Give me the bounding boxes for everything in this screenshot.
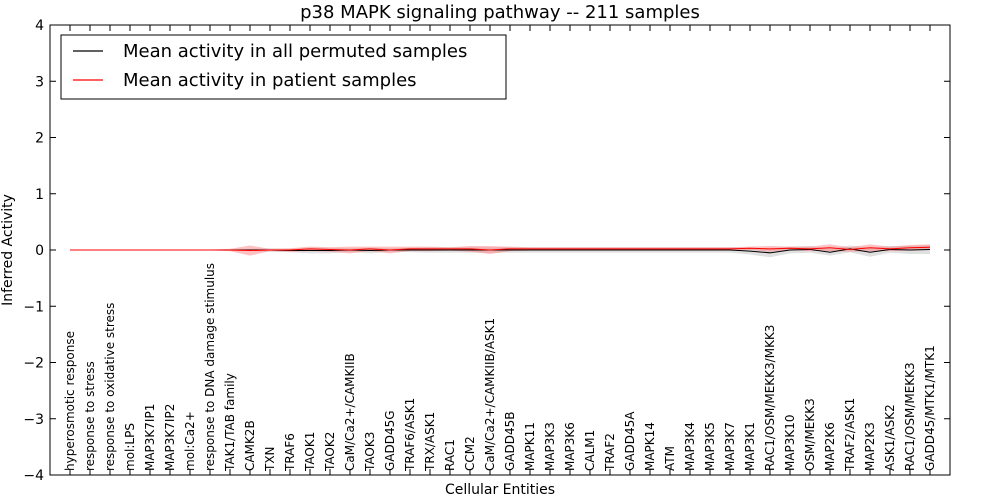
y-tick-label-2: −2: [23, 356, 44, 372]
x-tick-label-28: GADD45A: [623, 411, 637, 471]
x-tick-label-18: TRX/ASK1: [423, 412, 437, 472]
x-tick-label-8: TAK1/TAB family: [223, 373, 237, 472]
x-tick-label-21: CaM/Ca2+/CAMKIIB/ASK1: [483, 318, 497, 471]
x-tick-label-4: MAP3K7IP1: [143, 404, 157, 471]
plot-frame: [49, 24, 951, 476]
band-series-1: [70, 244, 930, 258]
x-tick-label-32: MAP3K5: [703, 422, 717, 471]
x-tick-label-6: mol:Ca2+: [183, 411, 197, 471]
y-tick-label-5: 1: [35, 187, 44, 203]
x-tick-label-35: RAC1/OSM/MEKK3/MKK3: [763, 325, 777, 471]
x-tick-label-11: TRAF6: [283, 433, 297, 472]
y-tick-label-6: 2: [35, 131, 44, 147]
legend: Mean activity in all permuted samples Me…: [60, 34, 507, 100]
x-tick-label-29: MAPK14: [643, 422, 657, 471]
x-tick-label-24: MAP3K3: [543, 422, 557, 471]
x-tick-label-0: hyperosmotic response: [63, 331, 77, 471]
legend-label-permuted: Mean activity in all permuted samples: [123, 41, 467, 62]
x-tick-label-34: MAP3K1: [743, 422, 757, 471]
x-tick-label-39: TRAF2/ASK1: [843, 398, 857, 472]
x-tick-label-12: TAOK1: [303, 432, 317, 472]
plot-area: hyperosmotic response response to stress r…: [23, 18, 951, 484]
legend-label-patient: Mean activity in patient samples: [123, 70, 417, 91]
y-axis-label: Inferred Activity: [0, 194, 16, 306]
x-tick-label-20: CCM2: [463, 436, 477, 471]
x-tick-label-5: MAP3K7IP2: [163, 404, 177, 471]
y-axis-ticks: −4 −3 −2 −1 0 1 2 3 4: [23, 18, 950, 484]
x-tick-label-25: MAP3K6: [563, 422, 577, 471]
y-tick-label-8: 4: [35, 18, 44, 34]
chart-title: p38 MAPK signaling pathway -- 211 sample…: [300, 2, 700, 23]
x-tick-label-42: RAC1/OSM/MEKK3: [903, 362, 917, 471]
x-tick-label-37: OSM/MEKK3: [803, 398, 817, 471]
y-tick-label-1: −3: [23, 412, 44, 428]
x-tick-label-23: MAPK11: [523, 422, 537, 471]
x-tick-labels: hyperosmotic response response to stress r…: [63, 25, 937, 475]
x-tick-label-13: TAOK2: [323, 432, 337, 472]
x-tick-label-36: MAP3K10: [783, 414, 797, 471]
y-tick-label-7: 3: [35, 74, 44, 90]
x-tick-label-22: GADD45B: [503, 412, 517, 472]
x-tick-label-30: ATM: [663, 446, 677, 471]
x-tick-label-26: CALM1: [583, 430, 597, 471]
y-tick-label-4: 0: [35, 243, 44, 259]
x-tick-label-16: GADD45G: [383, 410, 397, 471]
line-series-2: [70, 246, 931, 252]
x-tick-label-17: TRAF6/ASK1: [403, 398, 417, 472]
x-tick-label-19: RAC1: [443, 439, 457, 471]
x-tick-label-33: MAP3K7: [723, 422, 737, 471]
series-lines: [70, 246, 931, 254]
x-tick-label-9: CAMK2B: [243, 420, 257, 471]
x-tick-label-40: MAP2K3: [863, 422, 877, 471]
x-tick-label-15: TAOK3: [363, 432, 377, 472]
x-tick-label-1: response to stress: [83, 361, 97, 471]
x-tick-label-14: CaM/Ca2+/CAMKIIB: [343, 353, 357, 471]
x-axis-label: Cellular Entities: [445, 482, 555, 498]
legend-box: [60, 34, 507, 100]
x-tick-label-43: GADD45/MTK1/MTK1: [923, 345, 937, 471]
x-tick-label-38: MAP2K6: [823, 422, 837, 471]
x-tick-label-3: mol:LPS: [123, 423, 137, 471]
x-tick-label-2: response to oxidative stress: [103, 303, 117, 471]
y-tick-label-0: −4: [23, 468, 44, 484]
x-tick-label-31: MAP3K4: [683, 422, 697, 471]
x-tick-label-7: response to DNA damage stimulus: [203, 263, 217, 471]
x-tick-label-27: TRAF2: [603, 433, 617, 472]
x-tick-label-41: ASK1/ASK2: [883, 404, 897, 471]
x-tick-label-10: TXN: [263, 446, 277, 472]
y-tick-label-3: −1: [23, 299, 44, 315]
